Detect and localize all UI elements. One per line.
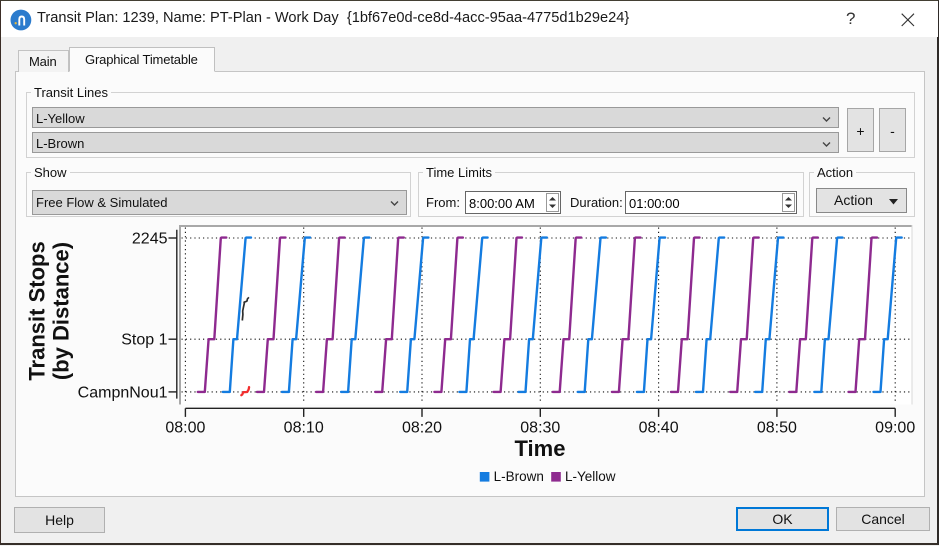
svg-text:08:30: 08:30 (520, 420, 560, 437)
svg-text:08:40: 08:40 (639, 420, 679, 437)
svg-text:08:10: 08:10 (284, 420, 324, 437)
svg-text:L-Brown: L-Brown (494, 469, 544, 484)
svg-text:09:00: 09:00 (875, 420, 915, 437)
svg-text:L-Yellow: L-Yellow (565, 469, 616, 484)
svg-text:Transit Stops(by Distance): Transit Stops(by Distance) (25, 241, 74, 380)
svg-text:Stop 1: Stop 1 (121, 332, 167, 349)
svg-text:2245: 2245 (132, 231, 168, 248)
svg-text:Time: Time (515, 436, 566, 461)
svg-text:08:20: 08:20 (402, 420, 442, 437)
svg-text:CampnNou1: CampnNou1 (78, 384, 168, 401)
svg-text:08:00: 08:00 (165, 420, 205, 437)
svg-text:08:50: 08:50 (757, 420, 797, 437)
